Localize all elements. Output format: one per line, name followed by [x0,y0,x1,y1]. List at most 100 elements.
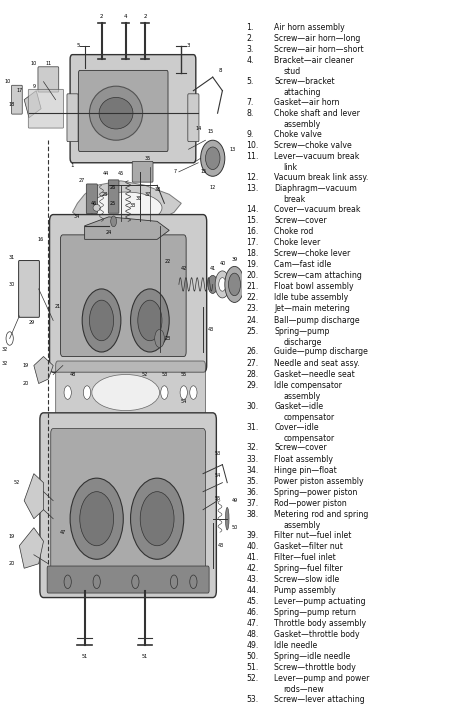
FancyBboxPatch shape [188,94,199,142]
Text: 52.: 52. [246,674,259,683]
Text: 11: 11 [45,61,52,66]
Text: Screw—choke lever: Screw—choke lever [274,249,350,258]
Text: 24.: 24. [246,315,259,325]
Text: Screw—cover: Screw—cover [274,444,327,453]
Text: 33.: 33. [246,455,259,463]
Text: 34: 34 [73,214,80,220]
Text: Spring—pump: Spring—pump [274,327,329,336]
Circle shape [64,575,71,589]
Text: 39: 39 [231,257,237,262]
FancyBboxPatch shape [11,85,22,114]
Text: Hinge pin—float: Hinge pin—float [274,465,337,474]
Text: assembly: assembly [283,391,321,401]
Text: Screw—air horn—short: Screw—air horn—short [274,45,364,54]
FancyBboxPatch shape [28,89,64,128]
Text: Cam—fast idle: Cam—fast idle [274,260,331,270]
Text: 44: 44 [103,171,109,176]
Text: 32: 32 [2,361,8,366]
Text: Ball—pump discharge: Ball—pump discharge [274,315,360,325]
Text: 4: 4 [124,13,128,18]
Text: 52: 52 [142,372,148,377]
Ellipse shape [90,192,162,224]
Text: 42: 42 [181,266,187,271]
Text: Spring—idle needle: Spring—idle needle [274,652,350,661]
Text: 53: 53 [214,451,221,455]
Text: 12.: 12. [246,173,259,182]
Circle shape [215,271,229,298]
Text: Idle compensator: Idle compensator [274,381,342,389]
FancyBboxPatch shape [38,67,59,92]
Text: 29: 29 [28,320,35,325]
Text: 54: 54 [181,399,187,404]
Text: 25: 25 [110,201,116,206]
Circle shape [208,275,218,294]
Text: Lever—pump actuating: Lever—pump actuating [274,597,366,606]
Text: 11.: 11. [246,152,259,161]
Text: 21.: 21. [246,282,259,291]
Text: 30.: 30. [246,401,259,410]
Text: 17.: 17. [246,238,259,247]
Text: 28.: 28. [246,370,259,379]
Text: 53.: 53. [246,695,259,704]
Text: stud: stud [283,68,301,76]
Text: Choke shaft and lever: Choke shaft and lever [274,109,360,118]
Text: Needle and seat assy.: Needle and seat assy. [274,358,360,367]
Polygon shape [19,528,44,568]
Circle shape [161,386,168,399]
Text: Power piston assembly: Power piston assembly [274,477,364,486]
Text: 42.: 42. [246,564,259,573]
Text: 5: 5 [76,43,80,48]
Text: 55: 55 [181,372,187,377]
Text: 14.: 14. [246,205,259,214]
Circle shape [132,575,139,589]
Text: 23: 23 [164,336,171,341]
Text: 35.: 35. [246,477,259,486]
Circle shape [171,575,178,589]
Polygon shape [24,91,41,118]
Text: 31: 31 [8,255,15,260]
Text: attaching: attaching [283,88,321,97]
Ellipse shape [130,289,169,352]
Text: 29.: 29. [246,381,259,389]
Ellipse shape [201,140,225,176]
Text: 12: 12 [210,185,216,190]
Text: 18.: 18. [246,249,259,258]
Text: Screw—bracket: Screw—bracket [274,77,335,86]
Text: Screw—cover: Screw—cover [274,216,327,225]
Circle shape [190,386,197,399]
Text: 38: 38 [155,187,161,192]
Text: Filter nut—fuel inlet: Filter nut—fuel inlet [274,531,352,540]
Text: Lever—vacuum break: Lever—vacuum break [274,152,360,161]
Text: 51.: 51. [246,663,259,672]
Ellipse shape [226,508,229,530]
Text: 40.: 40. [246,541,259,551]
Text: Choke lever: Choke lever [274,238,320,247]
Text: Guide—pump discharge: Guide—pump discharge [274,348,368,356]
Text: Screw—cam attaching: Screw—cam attaching [274,271,362,280]
Text: 15: 15 [208,129,214,134]
Text: link: link [283,163,298,172]
Text: 10.: 10. [246,141,259,150]
Text: 22: 22 [164,259,171,265]
Text: 26: 26 [110,185,116,190]
FancyBboxPatch shape [61,235,186,356]
Text: 41.: 41. [246,553,259,562]
FancyBboxPatch shape [79,70,168,151]
Text: 43: 43 [218,543,224,548]
Text: 20.: 20. [246,271,259,280]
Text: 18: 18 [9,101,15,107]
Text: 10: 10 [31,61,37,66]
Circle shape [180,386,187,399]
Text: Jet—main metering: Jet—main metering [274,304,350,313]
Ellipse shape [80,491,114,546]
Text: Throttle body assembly: Throttle body assembly [274,619,366,628]
Text: 52: 52 [13,480,19,485]
Text: Bracket—air cleaner: Bracket—air cleaner [274,56,354,65]
Text: Gasket—throttle body: Gasket—throttle body [274,630,360,639]
Text: 54: 54 [214,473,221,478]
Text: 8: 8 [218,68,222,73]
Text: 1.: 1. [246,23,254,32]
Text: 33: 33 [130,203,136,208]
Ellipse shape [90,300,114,341]
Text: Gasket—filter nut: Gasket—filter nut [274,541,343,551]
